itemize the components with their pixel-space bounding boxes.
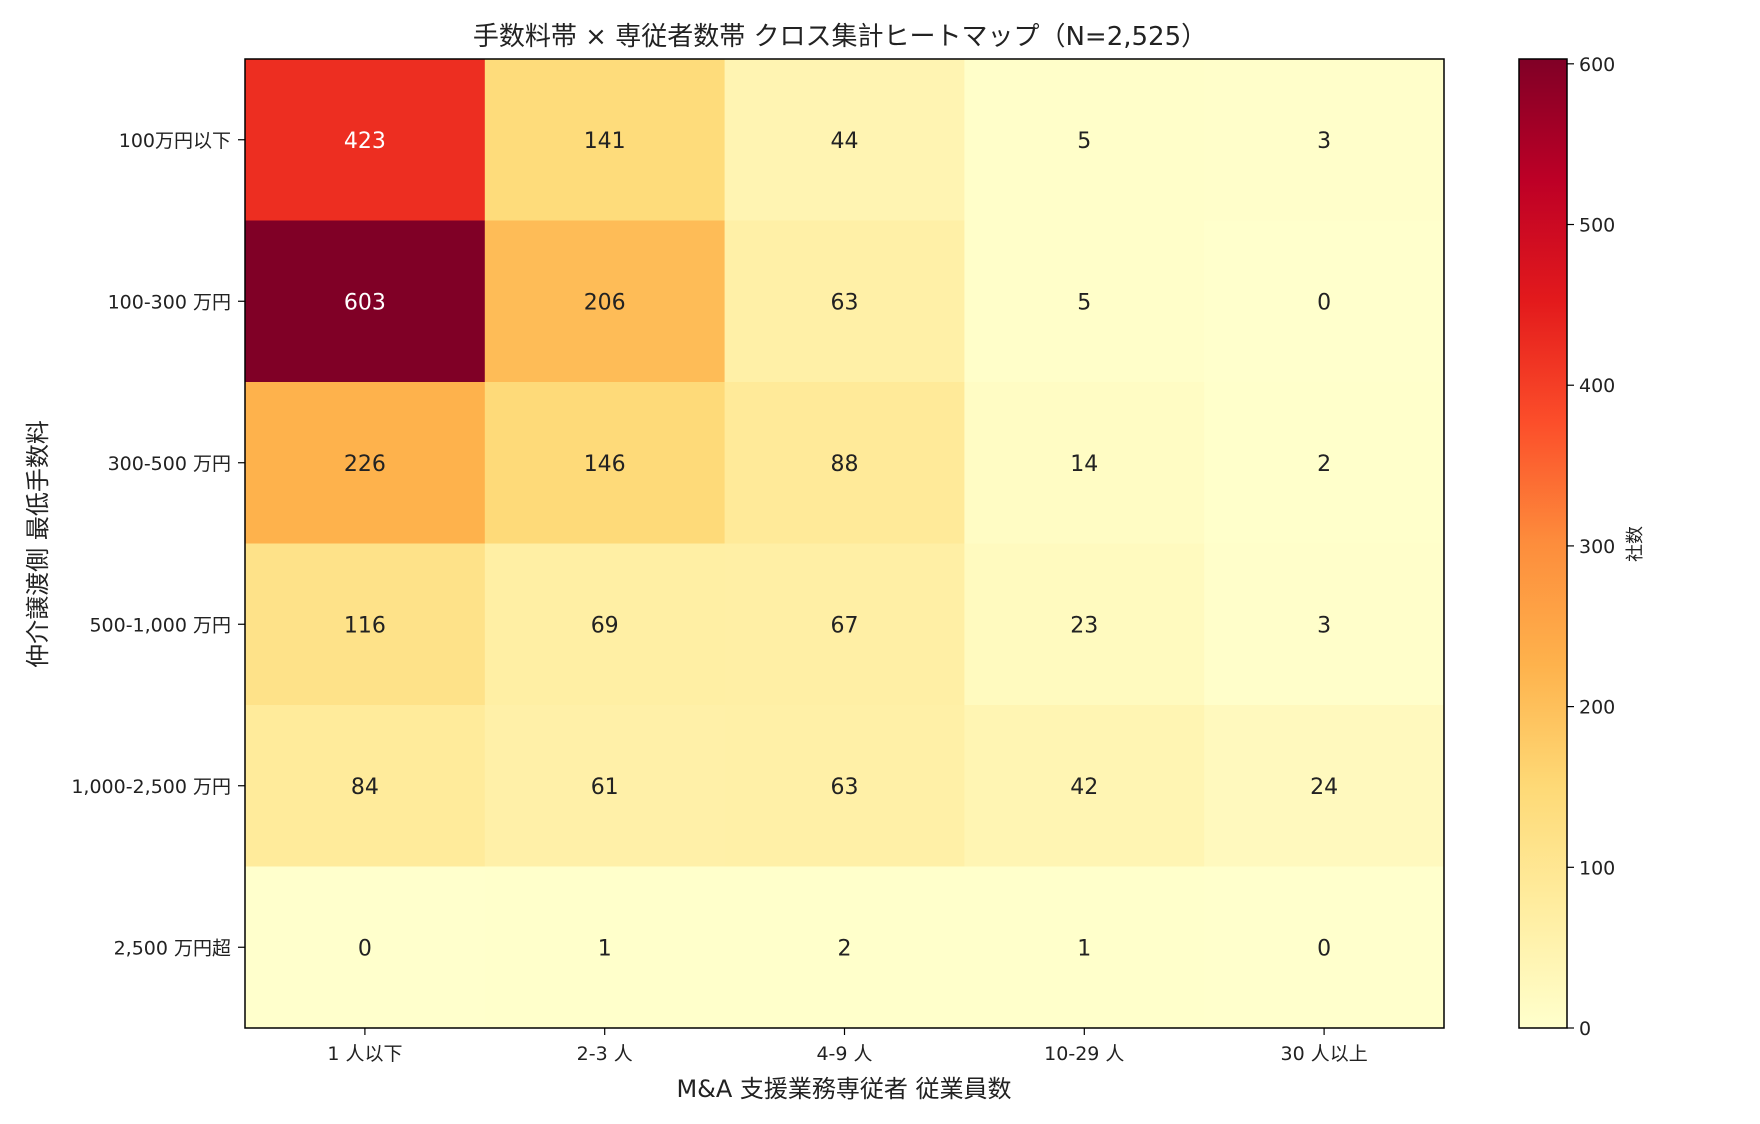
heatmap-cell	[484, 543, 726, 706]
colorbar-tick-label: 0	[1579, 1018, 1591, 1040]
colorbar-tick-label: 300	[1579, 536, 1615, 558]
cell-value-label: 3	[1317, 613, 1331, 638]
cell-value-label: 61	[591, 775, 619, 800]
cell-value-label: 0	[1317, 290, 1331, 315]
y-tick-label: 100万円以下	[119, 130, 231, 152]
heatmap-cell	[964, 59, 1205, 221]
cell-value-label: 0	[1317, 936, 1331, 961]
heatmap-cell	[1204, 866, 1445, 1029]
y-axis: 100万円以下 100-300 万円 300-500 万円 500-1,000 万円 1…	[71, 130, 245, 959]
colorbar-tick-label: 200	[1579, 697, 1615, 719]
colorbar-tick-label: 600	[1579, 54, 1615, 76]
x-axis-label: M&A 支援業務専従者 従業員数	[676, 1075, 1011, 1103]
colorbar-label: 社数	[1625, 526, 1646, 562]
cell-value-label: 0	[358, 936, 372, 961]
y-tick-label: 300-500 万円	[108, 453, 231, 475]
heatmap-cell	[245, 705, 486, 867]
cell-value-label: 88	[831, 452, 859, 477]
chart-title: 手数料帯 × 専従者数帯 クロス集計ヒートマップ（N=2,525）	[473, 22, 1207, 52]
heatmap-cell	[1204, 220, 1445, 383]
heatmap-cell	[1204, 543, 1445, 706]
cell-value-label: 146	[584, 452, 626, 477]
cell-value-label: 2	[1317, 452, 1331, 477]
heatmap-cell	[724, 866, 965, 1029]
cell-value-label: 116	[344, 613, 386, 638]
cell-value-label: 5	[1077, 290, 1091, 315]
x-tick-label: 4-9 人	[816, 1043, 872, 1065]
colorbar-tick-label: 100	[1579, 857, 1615, 879]
x-axis: 1 人以下 2-3 人 4-9 人 10-29 人 30 人以上	[327, 1028, 1368, 1065]
heatmap-cell	[724, 705, 965, 867]
heatmap-cell	[964, 705, 1205, 867]
heatmap-cell	[245, 543, 486, 706]
y-tick-label: 1,000-2,500 万円	[71, 776, 231, 798]
cell-value-label: 603	[344, 290, 386, 315]
cell-value-label: 3	[1317, 129, 1331, 154]
y-tick-label: 100-300 万円	[108, 291, 231, 313]
cell-value-label: 226	[344, 452, 386, 477]
heatmap-cell	[484, 382, 726, 544]
cell-value-label: 63	[831, 775, 859, 800]
x-tick-label: 30 人以上	[1280, 1043, 1367, 1065]
heatmap-cell	[484, 866, 726, 1029]
heatmap-cell	[484, 220, 726, 383]
cell-value-label: 2	[838, 936, 852, 961]
cell-value-label: 23	[1070, 613, 1098, 638]
heatmap-cell	[1204, 705, 1445, 867]
colorbar-tick-label: 400	[1579, 375, 1615, 397]
heatmap-cell	[724, 220, 965, 383]
heatmap-cell	[724, 382, 965, 544]
heatmap-cell	[964, 220, 1205, 383]
colorbar	[1518, 58, 1568, 1029]
colorbar-tick-label: 500	[1579, 215, 1615, 237]
cell-value-label: 1	[598, 936, 612, 961]
cell-value-label: 84	[351, 775, 379, 800]
cell-value-label: 206	[584, 290, 626, 315]
cell-value-label: 14	[1070, 452, 1098, 477]
y-tick-label: 2,500 万円超	[114, 937, 231, 959]
cell-value-label: 63	[831, 290, 859, 315]
heatmap-cell	[245, 382, 486, 544]
heatmap-cell	[484, 59, 726, 221]
heatmap-cell	[724, 59, 965, 221]
cell-value-label: 42	[1070, 775, 1098, 800]
x-tick-label: 10-29 人	[1044, 1043, 1124, 1065]
heatmap-cell	[245, 220, 486, 383]
heatmap-cell	[245, 866, 486, 1029]
cell-value-label: 423	[344, 129, 386, 154]
heatmap-cell	[1204, 59, 1445, 221]
heatmap-cell	[724, 543, 965, 706]
y-tick-label: 500-1,000 万円	[89, 614, 231, 636]
colorbar-ticks: 0 100 200 300 400 500 600	[1567, 54, 1615, 1040]
heatmap-cell	[245, 59, 486, 221]
cell-value-label: 67	[831, 613, 859, 638]
x-tick-label: 1 人以下	[327, 1043, 402, 1065]
heatmap-cell	[964, 866, 1205, 1029]
heatmap-cell	[964, 543, 1205, 706]
cell-value-label: 24	[1310, 775, 1338, 800]
heatmap-cells	[245, 59, 1445, 1029]
heatmap-cell	[484, 705, 726, 867]
cell-value-label: 44	[831, 129, 859, 154]
heatmap-cell	[1204, 382, 1445, 544]
cell-value-label: 141	[584, 129, 626, 154]
cell-value-label: 69	[591, 613, 619, 638]
x-tick-label: 2-3 人	[577, 1043, 633, 1065]
y-axis-label: 仲介譲渡側 最低手数料	[24, 420, 52, 668]
cell-value-label: 5	[1077, 129, 1091, 154]
cell-value-label: 1	[1077, 936, 1091, 961]
heatmap-cell	[964, 382, 1205, 544]
